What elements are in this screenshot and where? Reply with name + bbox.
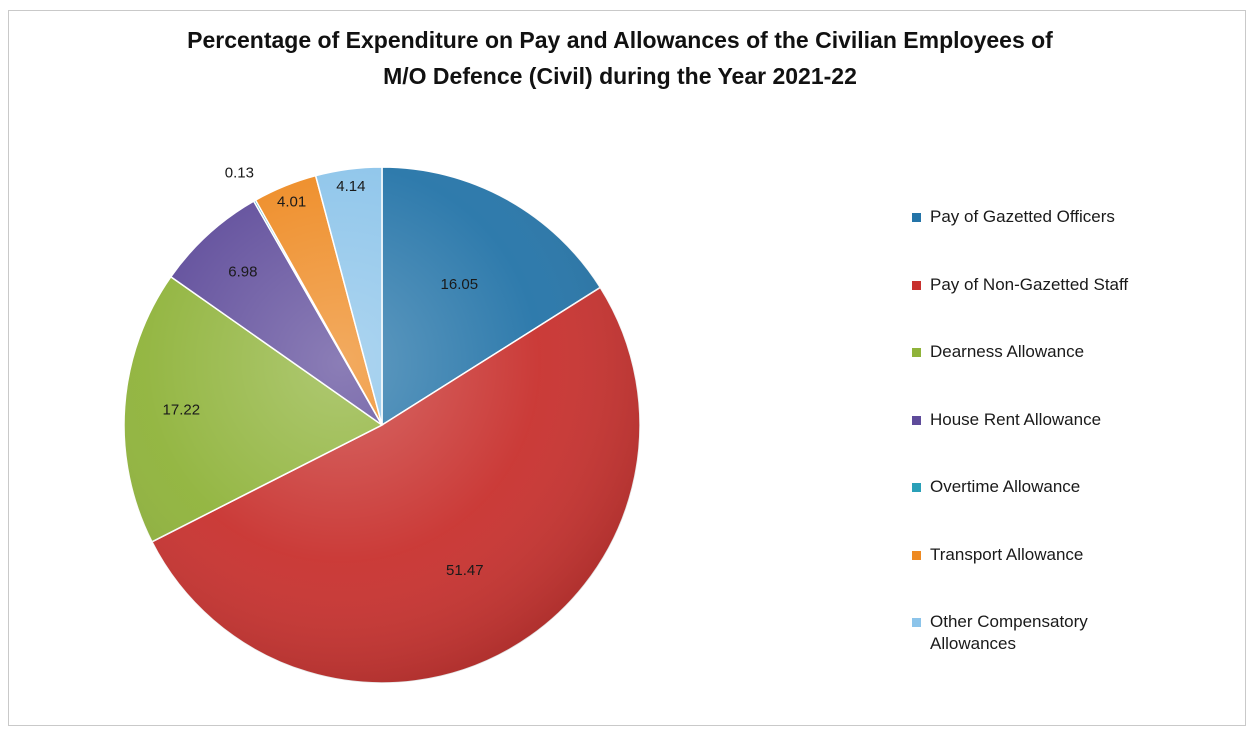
data-label-overtime-allowance: 0.13 bbox=[225, 165, 254, 182]
pie-slices bbox=[123, 166, 641, 684]
data-label-other-compensatory-allowances: 4.14 bbox=[336, 178, 365, 195]
data-label-pay-of-gazetted-officers: 16.05 bbox=[441, 276, 479, 293]
legend-label-house-rent-allowance: House Rent Allowance bbox=[930, 409, 1102, 429]
legend-label-pay-of-non-gazetted-staff: Pay of Non-Gazetted Staff bbox=[930, 274, 1129, 294]
legend-swatch-transport-allowance bbox=[912, 550, 921, 560]
legend-item-overtime-allowance: Overtime Allowance bbox=[912, 476, 1232, 544]
legend-label-pay-of-gazetted-officers: Pay of Gazetted Officers bbox=[930, 207, 1115, 226]
legend-item-other-compensatory-allowances: Other Compensatory Allowances bbox=[912, 611, 1232, 679]
chart-title-line-2: M/O Defence (Civil) during the Year 2021… bbox=[383, 63, 857, 89]
data-label-transport-allowance: 4.01 bbox=[277, 194, 306, 211]
legend-label-dearness-allowance: Dearness Allowance bbox=[930, 342, 1085, 361]
legend-swatch-house-rent-allowance bbox=[912, 415, 921, 425]
legend-label-overtime-allowance: Overtime Allowance bbox=[930, 477, 1081, 496]
legend-swatch-overtime-allowance bbox=[912, 483, 921, 492]
legend-label-other-compensatory-allowances: Other Compensatory Allowances bbox=[930, 612, 1088, 653]
legend-item-pay-of-non-gazetted-staff: Pay of Non-Gazetted Staff bbox=[912, 274, 1232, 342]
chart-title-line-1: Percentage of Expenditure on Pay and All… bbox=[187, 27, 1053, 53]
legend-item-house-rent-allowance: House Rent Allowance bbox=[912, 409, 1232, 477]
chart-title: Percentage of Expenditure on Pay and All… bbox=[100, 22, 1140, 94]
legend-swatch-pay-of-non-gazetted-staff bbox=[912, 280, 921, 290]
legend-label-transport-allowance: Transport Allowance bbox=[930, 544, 1084, 564]
legend-item-transport-allowance: Transport Allowance bbox=[912, 544, 1232, 612]
legend-swatch-dearness-allowance bbox=[912, 348, 921, 357]
data-label-house-rent-allowance: 6.98 bbox=[228, 263, 257, 280]
pie-data-labels: 16.05 51.47 17.22 6.98 0.13 4.01 4.14 bbox=[163, 165, 484, 579]
chart-legend: Pay of Gazetted Officers Pay of Non-Gazet… bbox=[912, 206, 1232, 679]
legend-item-dearness-allowance: Dearness Allowance bbox=[912, 341, 1232, 409]
legend-swatch-pay-of-gazetted-officers bbox=[912, 213, 921, 222]
legend-swatch-other-compensatory-allowances bbox=[912, 618, 921, 627]
legend-item-pay-of-gazetted-officers: Pay of Gazetted Officers bbox=[912, 206, 1232, 274]
data-label-pay-of-non-gazetted-staff: 51.47 bbox=[446, 562, 484, 579]
data-label-dearness-allowance: 17.22 bbox=[163, 402, 201, 419]
